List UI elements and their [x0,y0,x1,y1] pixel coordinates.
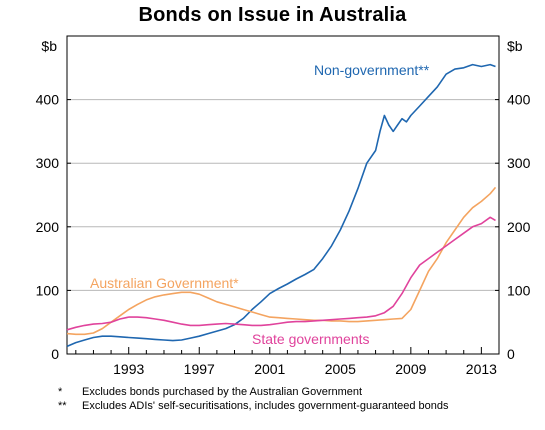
series-line-2 [66,216,496,331]
y-tick-label-right: 100 [507,282,531,298]
y-tick-label-right: 300 [507,155,531,171]
footnote-1-mark: * [58,386,63,398]
series-lines [66,63,497,348]
footnote-2: ** Excludes ADIs' self-securitisations, … [58,399,482,413]
annotation-non-government: Non-government** [314,62,430,78]
footnotes: * Excludes bonds purchased by the Austra… [58,385,482,413]
y-unit-left: $b [41,38,57,54]
annotation-state-governments: State governments [252,331,370,347]
footnote-1: * Excludes bonds purchased by the Austra… [58,385,482,399]
y-tick-label-left: 200 [36,219,60,235]
series-line-0 [66,63,496,348]
x-tick-label: 1993 [113,361,144,377]
y-tick-label-right: 200 [507,219,531,235]
axis-ticks [67,99,500,355]
y-tick-label-left: 0 [51,346,59,362]
plot-frame [66,35,500,355]
x-tick-label: 2009 [395,361,426,377]
y-tick-label-left: 100 [36,282,60,298]
bonds-chart: $b $b 0 0 100 100 200 200 300 300 400 400 1993 1997… [36,35,531,377]
x-tick-label: 1997 [184,361,215,377]
x-tick-label: 2013 [466,361,497,377]
y-tick-label-left: 400 [36,92,60,108]
footnote-1-text: Excludes bonds purchased by the Australi… [82,386,363,398]
footnote-2-text: Excludes ADIs' self-securitisations, inc… [82,400,449,412]
y-unit-right: $b [507,38,523,54]
annotation-australian-government: Australian Government* [90,275,239,291]
x-tick-label: 2001 [254,361,285,377]
x-tick-label: 2005 [325,361,356,377]
footnote-2-mark: ** [58,400,67,412]
axis-labels: $b $b 0 0 100 100 200 200 300 300 400 400 1993 1997… [36,38,531,377]
y-tick-label-left: 300 [36,155,60,171]
y-tick-label-right: 0 [507,346,515,362]
series-annotations: Non-government** Australian Government* … [90,62,430,347]
chart-title: Bonds on Issue in Australia [138,4,407,26]
series-line-1 [66,186,497,336]
y-tick-label-right: 400 [507,92,531,108]
grid-lines [67,99,499,291]
